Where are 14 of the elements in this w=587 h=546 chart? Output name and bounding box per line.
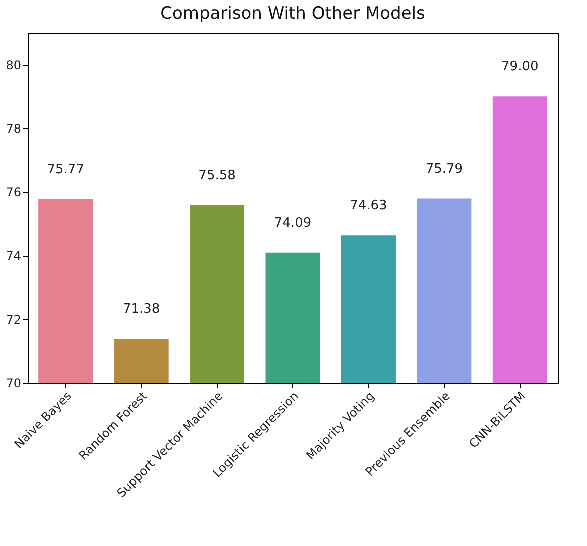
chart-title: Comparison With Other Models	[160, 4, 426, 24]
data-label: 75.58	[198, 168, 236, 184]
data-label: 71.38	[122, 302, 160, 318]
data-label: 75.79	[426, 162, 464, 177]
y-tick-label: 78	[6, 122, 22, 136]
y-tick-label: 80	[6, 58, 22, 72]
data-label: 75.77	[47, 162, 84, 178]
data-label: 74.63	[350, 198, 388, 214]
data-label: 79.00	[502, 60, 539, 75]
y-tick-label: 76	[6, 186, 22, 200]
y-tick-label: 74	[6, 249, 22, 264]
y-tick-label: 70	[6, 376, 22, 390]
y-tick-label: 72	[6, 312, 22, 327]
data-label: 74.09	[274, 216, 312, 231]
